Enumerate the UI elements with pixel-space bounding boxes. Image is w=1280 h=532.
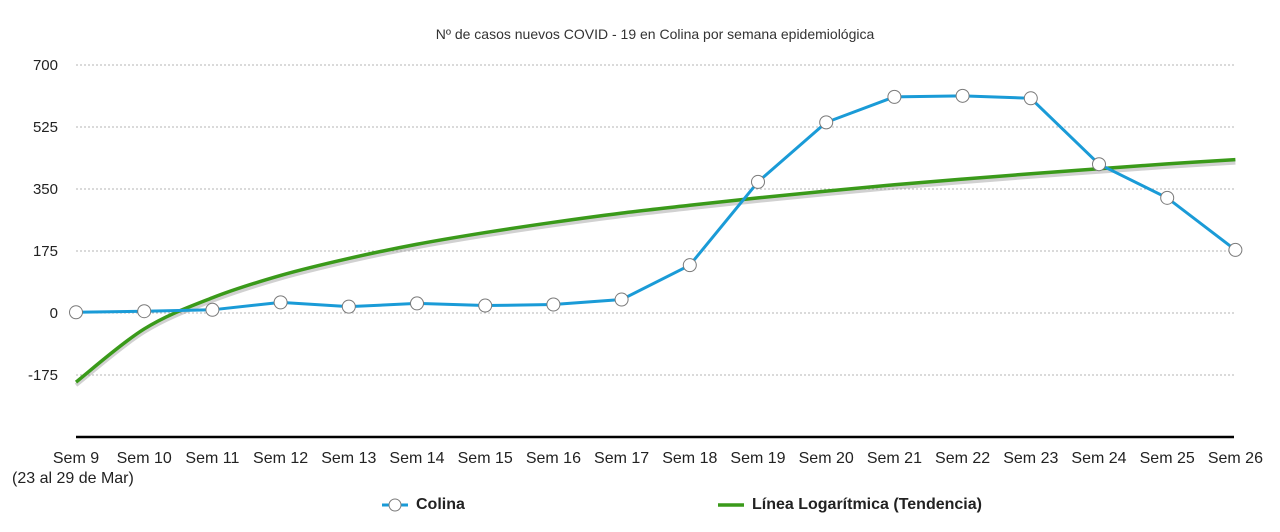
x-tick-label: Sem 11 xyxy=(185,450,239,467)
series-trend-shadow xyxy=(74,160,1236,387)
x-tick-label: Sem 26 xyxy=(1208,450,1263,467)
x-tick-label: Sem 18 xyxy=(662,450,717,467)
data-point-colina[interactable] xyxy=(341,299,356,314)
x-tick-label: Sem 10 xyxy=(117,450,172,467)
data-point-colina[interactable] xyxy=(1023,91,1038,106)
data-point-colina[interactable] xyxy=(1160,190,1175,205)
data-point-colina[interactable] xyxy=(137,304,152,319)
y-tick-label: 0 xyxy=(50,305,58,322)
data-point-colina[interactable] xyxy=(955,88,970,103)
x-tick-label: Sem 23 xyxy=(1003,450,1058,467)
x-tick-label: Sem 19 xyxy=(730,450,785,467)
x-tick-label: Sem 17 xyxy=(594,450,649,467)
plot-area: -175 0 175 350 525 700 Sem 9 Sem 10 Sem 11 Sem 1… xyxy=(12,57,1263,487)
x-tick-label: Sem 16 xyxy=(526,450,581,467)
data-point-colina[interactable] xyxy=(1228,242,1243,257)
x-tick-label: Sem 15 xyxy=(458,450,513,467)
legend-label-trend: Línea Logarítmica (Tendencia) xyxy=(752,496,982,513)
x-tick-label: Sem 13 xyxy=(321,450,376,467)
series-line-colina xyxy=(75,94,1237,314)
chart-title: Nº de casos nuevos COVID - 19 en Colina … xyxy=(435,26,875,42)
data-point-colina[interactable] xyxy=(819,115,834,130)
data-point-colina[interactable] xyxy=(273,295,288,310)
x-tick-note: (23 al 29 de Mar) xyxy=(12,470,134,487)
x-tick-label: Sem 14 xyxy=(389,450,444,467)
y-tick-label: 350 xyxy=(33,181,58,198)
legend-item-colina: Colina xyxy=(382,495,465,515)
x-tick-label: Sem 9 xyxy=(53,450,99,467)
legend-marker-colina xyxy=(382,498,408,512)
legend-item-trend: Línea Logarítmica (Tendencia) xyxy=(718,495,982,515)
y-tick-label: 700 xyxy=(33,57,58,74)
data-point-colina[interactable] xyxy=(205,302,220,317)
data-point-colina[interactable] xyxy=(478,298,493,313)
legend-label-colina: Colina xyxy=(416,496,465,513)
data-point-colina[interactable] xyxy=(751,174,765,189)
data-point-colina[interactable] xyxy=(682,258,697,273)
series-line-trend xyxy=(74,157,1236,384)
data-point-colina[interactable] xyxy=(69,305,83,320)
data-point-colina[interactable] xyxy=(1092,157,1106,172)
data-point-colina[interactable] xyxy=(887,89,902,104)
y-tick-label: -175 xyxy=(28,367,58,384)
x-tick-label: Sem 24 xyxy=(1071,450,1126,467)
x-tick-label: Sem 22 xyxy=(935,450,990,467)
data-point-colina[interactable] xyxy=(614,292,629,307)
x-tick-label: Sem 25 xyxy=(1140,450,1195,467)
x-tick-label: Sem 12 xyxy=(253,450,308,467)
y-tick-label: 175 xyxy=(33,243,58,260)
x-tick-label: Sem 21 xyxy=(867,450,922,467)
legend-marker-trend xyxy=(718,503,744,507)
data-point-colina[interactable] xyxy=(410,296,424,311)
data-point-colina[interactable] xyxy=(546,297,561,312)
legend: Colina Línea Logarítmica (Tendencia) xyxy=(0,495,1280,519)
x-tick-label: Sem 20 xyxy=(799,450,854,467)
y-tick-label: 525 xyxy=(33,119,58,136)
